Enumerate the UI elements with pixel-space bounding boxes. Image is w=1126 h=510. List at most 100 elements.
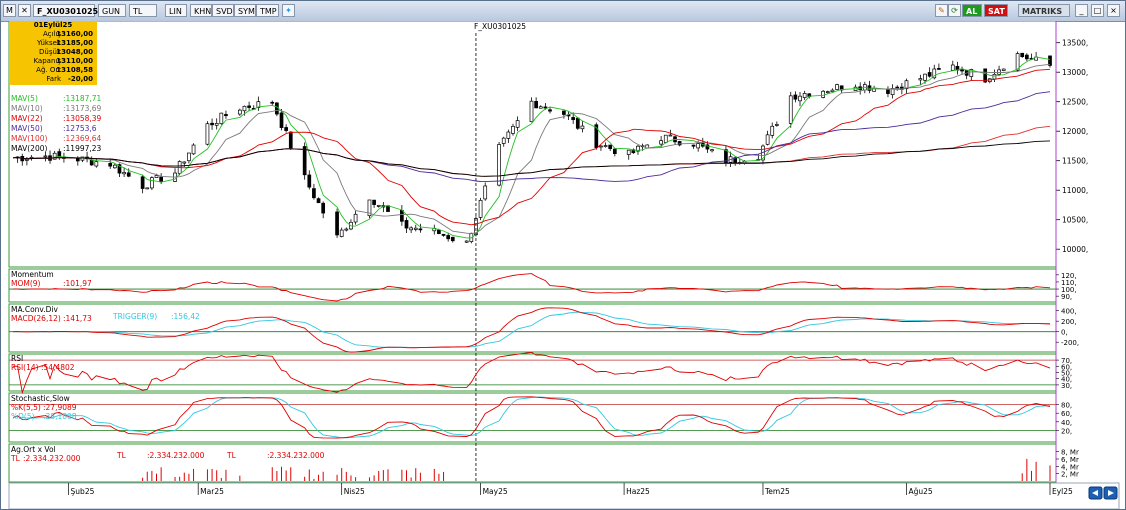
ohlc-label: Ağ. Ort — [36, 66, 61, 74]
price-tick-label: 12500, — [1062, 98, 1088, 107]
ohlc-value: -20,00 — [67, 75, 93, 83]
candle-body — [367, 199, 372, 217]
ma-legend-value: :13173,69 — [63, 104, 102, 113]
candle-body — [191, 144, 196, 155]
ma-line-10 — [12, 63, 1051, 235]
ma-legend-value: :11997,23 — [63, 144, 102, 153]
candle-body — [788, 95, 793, 124]
x-tick-label: Mar25 — [200, 487, 224, 496]
panel-stoch — [8, 392, 1057, 443]
candle-body — [950, 64, 955, 71]
buy-button[interactable]: AL — [962, 4, 982, 17]
rsi-title: RSI — [11, 354, 23, 363]
minimize-icon[interactable]: _ — [1075, 4, 1088, 17]
macd-value: :141,73 — [63, 314, 92, 323]
candle-body — [386, 205, 390, 212]
ma-legend-label: MAV(200) — [11, 144, 47, 153]
axis-tick-label: 400, — [1061, 308, 1077, 316]
pencil-icon[interactable]: ✎ — [935, 4, 948, 17]
macd-title: MA.Conv.Div — [11, 305, 59, 314]
ohlc-value: 13185,00 — [56, 39, 93, 47]
candle-body — [543, 106, 548, 109]
axis-tick-label: 60, — [1061, 363, 1072, 371]
candle-body — [1048, 55, 1052, 66]
tab-tmp[interactable]: TMP — [256, 4, 279, 17]
candle-body — [529, 100, 534, 123]
candle-body — [538, 106, 543, 109]
axis-tick-label: 40, — [1061, 376, 1072, 384]
candle-body — [534, 100, 538, 109]
candle-body — [580, 125, 585, 130]
symbol-field[interactable]: F_XU0301025 — [33, 4, 98, 17]
axis-tick-label: 40, — [1061, 419, 1072, 427]
price-tick-label: 11000, — [1062, 186, 1088, 195]
close-icon[interactable]: × — [1107, 4, 1120, 17]
volume-label: TL — [10, 454, 21, 463]
candle-body — [464, 240, 469, 243]
candle-body — [1015, 53, 1020, 71]
toolbar: M ✕ F_XU0301025 GUN TL LIN KHN SVD SYM T… — [1, 1, 1125, 22]
axis-tick-label: 8, Mr — [1061, 449, 1079, 457]
candle-body — [112, 164, 117, 169]
ohlc-row-high: Yüksek 13185,00 — [9, 39, 97, 47]
candle-body — [376, 205, 381, 207]
candle-body — [126, 172, 131, 177]
tab-lin[interactable]: LIN — [165, 4, 187, 17]
x-tick-label: Eyl25 — [1052, 487, 1073, 496]
candle-body — [302, 146, 307, 176]
stoch-d-label: %D(5) — [11, 412, 35, 421]
candle-body — [242, 105, 247, 112]
candle-body — [612, 148, 617, 154]
ohlc-value: 13160,00 — [56, 30, 93, 38]
candle-body — [983, 68, 988, 83]
candle-body — [594, 124, 599, 149]
candle-body — [43, 155, 48, 158]
candle-body — [515, 120, 520, 128]
candle-body — [279, 112, 284, 128]
tab-sym[interactable]: SYM — [234, 4, 256, 17]
candle-body — [205, 123, 210, 145]
menu-icon[interactable]: M — [3, 4, 16, 17]
candle-body — [404, 220, 409, 229]
candle-body — [571, 117, 576, 121]
candle-body — [25, 159, 29, 161]
ma-line-22 — [12, 68, 1051, 226]
ohlc-row-diff: Fark -20,00 — [9, 75, 97, 83]
refresh-icon[interactable]: ⟳ — [948, 4, 961, 17]
chart-area[interactable]: 13500, 13000, 12500, 12000, 11500, 11000, 1050… — [1, 21, 1125, 509]
ohlc-label: Kapanış — [33, 57, 61, 65]
ma-legend-value: :13058,39 — [63, 114, 102, 123]
candle-body — [214, 123, 219, 126]
tab-svd[interactable]: SVD — [212, 4, 234, 17]
momentum-value: :101,97 — [63, 279, 92, 288]
twitter-icon[interactable]: ✦ — [282, 4, 295, 17]
x-tick-label: May25 — [483, 487, 508, 496]
symbol-icon[interactable]: ✕ — [18, 4, 31, 17]
candle-body — [307, 174, 312, 188]
candle-body — [353, 213, 358, 223]
candle-body — [275, 102, 279, 115]
candle-body — [409, 227, 413, 231]
axis-tick-label: 200, — [1061, 318, 1077, 326]
axis-tick-label: 4, Mr — [1061, 463, 1079, 471]
tab-gun[interactable]: GUN — [98, 4, 126, 17]
candle-body — [339, 229, 344, 237]
ohlc-value: 13110,00 — [56, 57, 93, 65]
tab-khn[interactable]: KHN — [190, 4, 212, 17]
maximize-icon[interactable]: □ — [1091, 4, 1104, 17]
candle-body — [450, 236, 455, 242]
candle-body — [927, 72, 932, 77]
sell-button[interactable]: SAT — [984, 4, 1008, 17]
candle-body — [182, 161, 187, 164]
candle-body — [321, 202, 326, 214]
candle-body — [599, 145, 603, 148]
axis-tick-label: 2, Mr — [1061, 471, 1079, 479]
tab-tl[interactable]: TL — [129, 4, 157, 17]
candle-body — [691, 144, 696, 147]
candle-body — [247, 105, 251, 108]
candle-body — [659, 140, 663, 145]
candle-body — [140, 176, 145, 189]
ohlc-row-avg: Ağ. Ort 13108,58 — [9, 66, 97, 74]
candle-body — [511, 125, 515, 134]
candle-body — [75, 158, 80, 162]
